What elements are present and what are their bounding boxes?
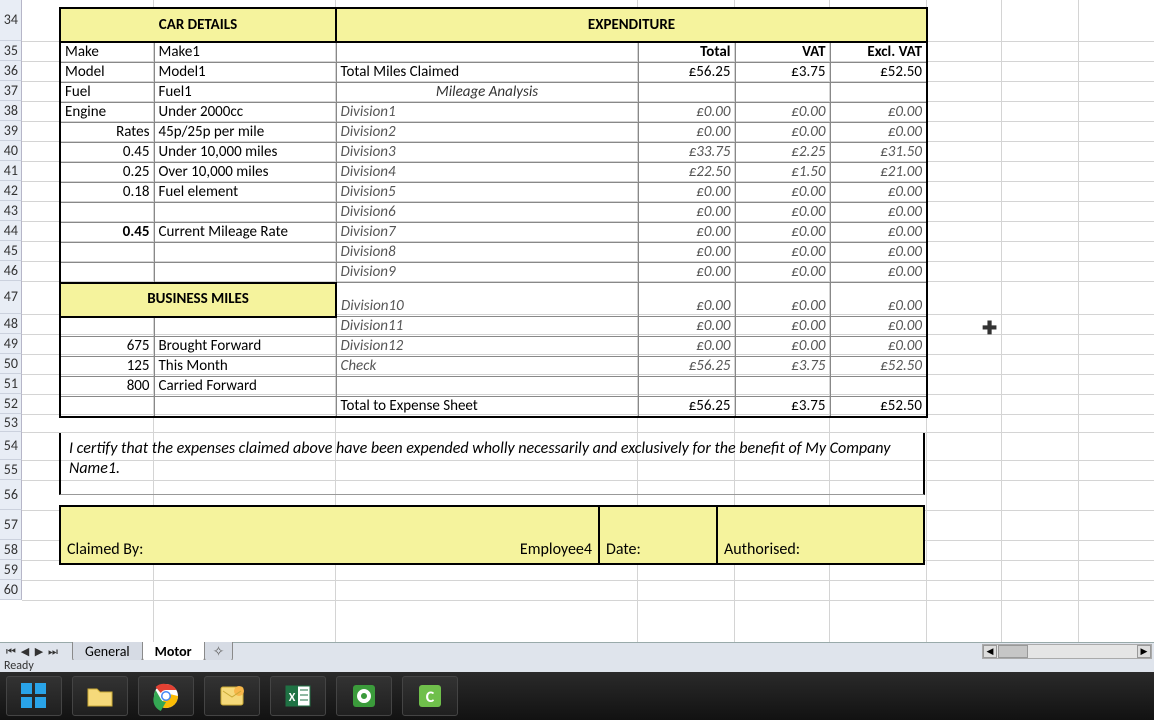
fuel-label: Fuel	[60, 83, 154, 103]
row-header[interactable]: 56	[0, 480, 22, 510]
model-label: Model	[60, 63, 154, 83]
make-label: Make	[60, 42, 154, 63]
row-header[interactable]: 52	[0, 394, 22, 414]
status-bar: Ready	[0, 660, 1154, 672]
row-header[interactable]: 38	[0, 101, 22, 121]
expense-label: Total to Expense Sheet	[336, 397, 638, 418]
signature-box: Claimed By: Employee4 Date: Authorised:	[59, 505, 925, 565]
row-header[interactable]: 43	[0, 201, 22, 221]
row-header[interactable]: 45	[0, 241, 22, 261]
excel-button[interactable]: X	[270, 676, 326, 716]
camtasia-rec-icon: C	[415, 681, 445, 711]
row-header[interactable]: 40	[0, 141, 22, 161]
tab-nav-first-icon[interactable]: ⏮	[4, 643, 18, 660]
blank-cell	[336, 42, 638, 63]
row-header[interactable]: 39	[0, 121, 22, 141]
scroll-thumb[interactable]	[998, 645, 1028, 658]
certification-text: I certify that the expenses claimed abov…	[59, 433, 925, 495]
camtasia-rec-button[interactable]: C	[402, 676, 458, 716]
total-miles-total: £56.25	[638, 63, 735, 83]
chrome-button[interactable]	[138, 676, 194, 716]
scroll-right-icon[interactable]: ▶	[1137, 645, 1151, 658]
total-miles-vat: £3.75	[735, 63, 830, 83]
expense-table: CAR DETAILS EXPENDITURE Make Make1 Total…	[59, 7, 927, 418]
engine-value[interactable]: Under 2000cc	[154, 103, 336, 123]
row-header[interactable]: 34	[0, 0, 22, 41]
camtasia-editor-button[interactable]	[336, 676, 392, 716]
row-header[interactable]: 57	[0, 510, 22, 540]
date-label: Date:	[606, 540, 641, 559]
outlook-button[interactable]	[204, 676, 260, 716]
rates-value: 45p/25p per mile	[154, 123, 336, 143]
tab-new-icon[interactable]: ✧	[204, 642, 234, 662]
col-excl: Excl. VAT	[830, 42, 927, 63]
fuel-value[interactable]: Fuel1	[154, 83, 336, 103]
row-header[interactable]: 58	[0, 540, 22, 560]
car-details-header: CAR DETAILS	[60, 8, 336, 42]
tab-nav-buttons[interactable]: ⏮ ◀ ▶ ⏭	[0, 643, 64, 660]
folder-icon	[85, 681, 115, 711]
chrome-icon	[151, 681, 181, 711]
row-header[interactable]: 44	[0, 221, 22, 241]
business-miles-header: BUSINESS MILES	[60, 283, 336, 317]
expenditure-header: EXPENDITURE	[336, 8, 927, 42]
analysis-label: Mileage Analysis	[336, 83, 638, 103]
row-header[interactable]: 53	[0, 414, 22, 432]
row-header[interactable]: 60	[0, 580, 22, 600]
excel-icon: X	[283, 681, 313, 711]
row-header[interactable]: 50	[0, 354, 22, 374]
model-value[interactable]: Model1	[154, 63, 336, 83]
row-header[interactable]: 59	[0, 560, 22, 580]
total-miles-excl: £52.50	[830, 63, 927, 83]
spreadsheet-area[interactable]: 3435363738394041424344454647484950515253…	[0, 0, 1154, 642]
claimed-by-label: Claimed By:	[67, 540, 143, 559]
svg-text:C: C	[426, 688, 435, 707]
col-total: Total	[638, 42, 735, 63]
row-header[interactable]: 55	[0, 460, 22, 480]
camtasia-icon	[349, 681, 379, 711]
authorised-label: Authorised:	[724, 540, 800, 559]
total-miles-label: Total Miles Claimed	[336, 63, 638, 83]
make-value[interactable]: Make1	[154, 42, 336, 63]
tab-nav-next-icon[interactable]: ▶	[32, 643, 46, 660]
row-header[interactable]: 49	[0, 334, 22, 354]
row-header[interactable]: 37	[0, 81, 22, 101]
engine-label: Engine	[60, 103, 154, 123]
tab-general[interactable]: General	[72, 642, 143, 662]
row-header[interactable]: 54	[0, 432, 22, 460]
tab-nav-prev-icon[interactable]: ◀	[18, 643, 32, 660]
row-header[interactable]: 46	[0, 261, 22, 281]
start-button[interactable]	[6, 676, 62, 716]
rates-label: Rates	[60, 123, 154, 143]
col-vat: VAT	[735, 42, 830, 63]
file-explorer-button[interactable]	[72, 676, 128, 716]
windows-taskbar: X C	[0, 672, 1154, 720]
sheet-tab-bar: ⏮ ◀ ▶ ⏭ General Motor ✧ ◀ ▶	[0, 642, 1154, 660]
row-header[interactable]: 35	[0, 41, 22, 61]
division-name: Division1	[336, 103, 638, 123]
outlook-icon	[217, 681, 247, 711]
horizontal-scrollbar[interactable]: ◀ ▶	[982, 644, 1152, 659]
tab-motor[interactable]: Motor	[142, 642, 205, 662]
row-header[interactable]: 41	[0, 161, 22, 181]
tab-nav-last-icon[interactable]: ⏭	[46, 643, 60, 660]
row-header[interactable]: 48	[0, 314, 22, 334]
windows-icon	[19, 681, 49, 711]
svg-text:X: X	[289, 691, 296, 705]
row-header[interactable]: 36	[0, 61, 22, 81]
row-header[interactable]: 47	[0, 281, 22, 314]
claimed-by-value[interactable]: Employee4	[520, 540, 592, 559]
status-text: Ready	[4, 659, 34, 673]
scroll-left-icon[interactable]: ◀	[983, 645, 997, 658]
row-header[interactable]: 42	[0, 181, 22, 201]
row-header[interactable]: 51	[0, 374, 22, 394]
